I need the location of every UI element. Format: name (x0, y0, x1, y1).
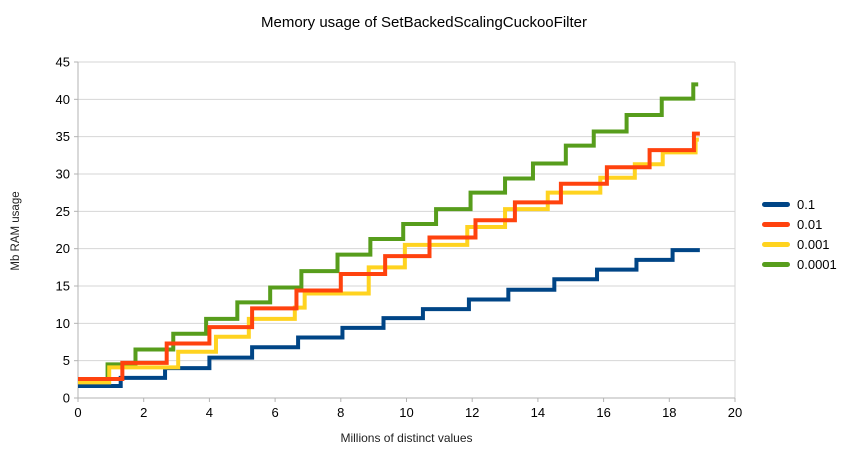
x-tick-label: 6 (271, 405, 278, 420)
legend-swatch (762, 261, 790, 267)
x-tick-label: 10 (399, 405, 413, 420)
legend-item: 0.01 (762, 214, 837, 234)
y-tick-label: 45 (56, 55, 70, 70)
legend-swatch (762, 221, 790, 227)
x-tick-label: 16 (596, 405, 610, 420)
x-tick-label: 14 (531, 405, 545, 420)
y-tick-label: 25 (56, 204, 70, 219)
legend-label: 0.01 (797, 216, 823, 232)
x-tick-label: 2 (140, 405, 147, 420)
y-tick-label: 40 (56, 92, 70, 107)
legend-item: 0.0001 (762, 254, 837, 274)
x-tick-label: 0 (74, 405, 81, 420)
series-line-0.0001 (78, 82, 699, 382)
x-axis-title: Millions of distinct values (340, 431, 473, 445)
x-tick-label: 4 (206, 405, 213, 420)
y-tick-label: 30 (56, 167, 70, 182)
y-tick-label: 10 (56, 316, 70, 331)
x-tick-label: 12 (465, 405, 479, 420)
legend-label: 0.001 (797, 236, 830, 252)
legend: 0.1 0.01 0.001 0.0001 (762, 194, 837, 274)
series-line-0.1 (78, 248, 700, 389)
x-tick-label: 8 (337, 405, 344, 420)
legend-swatch (762, 241, 790, 247)
y-tick-label: 35 (56, 129, 70, 144)
series-line-0.01 (78, 131, 700, 381)
legend-label: 0.0001 (797, 256, 837, 272)
y-tick-label: 0 (63, 391, 70, 406)
x-tick-label: 18 (662, 405, 676, 420)
chart-title: Memory usage of SetBackedScalingCuckooFi… (261, 14, 587, 31)
y-tick-label: 20 (56, 241, 70, 256)
legend-item: 0.1 (762, 194, 837, 214)
y-tick-label: 15 (56, 279, 70, 294)
legend-swatch (762, 201, 790, 207)
legend-item: 0.001 (762, 234, 837, 254)
x-tick-label: 20 (728, 405, 742, 420)
legend-label: 0.1 (797, 196, 816, 212)
y-tick-label: 5 (63, 353, 70, 368)
